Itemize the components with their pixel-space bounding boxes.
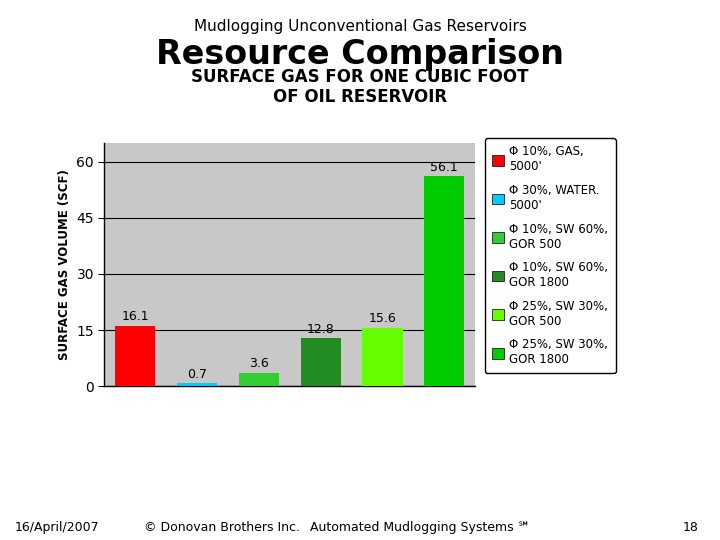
Text: 16/April/2007: 16/April/2007 [14, 521, 99, 534]
Text: Mudlogging Unconventional Gas Reservoirs: Mudlogging Unconventional Gas Reservoirs [194, 19, 526, 34]
Bar [177, 383, 217, 386]
Y-axis label: SURFACE GAS VOLUME (SCF): SURFACE GAS VOLUME (SCF) [58, 169, 71, 360]
Bar [301, 338, 341, 386]
Legend: Φ 10%, GAS,
5000', Φ 30%, WATER.
5000', Φ 10%, SW 60%,
GOR 500, Φ 10%, SW 60%,
G: Φ 10%, GAS, 5000', Φ 30%, WATER. 5000', … [485, 138, 616, 374]
Text: 15.6: 15.6 [369, 312, 397, 325]
Text: 12.8: 12.8 [307, 322, 335, 336]
Bar [362, 328, 402, 386]
Text: SURFACE GAS FOR ONE CUBIC FOOT
OF OIL RESERVOIR: SURFACE GAS FOR ONE CUBIC FOOT OF OIL RE… [192, 68, 528, 106]
Text: Resource Comparison: Resource Comparison [156, 38, 564, 71]
Bar [115, 326, 156, 386]
Text: 56.1: 56.1 [431, 161, 458, 174]
Text: © Donovan Brothers Inc.: © Donovan Brothers Inc. [144, 521, 300, 534]
Text: 16.1: 16.1 [122, 310, 149, 323]
Text: 3.6: 3.6 [249, 357, 269, 370]
Bar [239, 373, 279, 386]
Text: 18: 18 [683, 521, 698, 534]
Text: Automated Mudlogging Systems ℠: Automated Mudlogging Systems ℠ [310, 521, 530, 534]
Text: 0.7: 0.7 [187, 368, 207, 381]
Bar [424, 177, 464, 386]
